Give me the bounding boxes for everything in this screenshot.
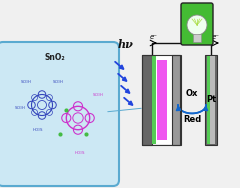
Text: SO$_3$H: SO$_3$H	[92, 91, 104, 99]
FancyBboxPatch shape	[0, 42, 119, 186]
Text: Ox: Ox	[186, 89, 198, 98]
Bar	[142, 55, 152, 145]
Text: e⁻: e⁻	[150, 34, 158, 40]
Text: e⁻: e⁻	[212, 34, 220, 40]
FancyBboxPatch shape	[181, 3, 213, 45]
Text: Pt: Pt	[206, 96, 216, 105]
Bar	[152, 56, 156, 144]
Circle shape	[187, 15, 207, 35]
Text: SO$_3$H: SO$_3$H	[52, 78, 64, 86]
Bar	[193, 34, 201, 42]
Bar	[157, 60, 167, 140]
Bar	[156, 56, 172, 144]
Bar	[172, 55, 180, 145]
Text: HO$_3$S: HO$_3$S	[74, 149, 86, 157]
Text: SO$_3$H: SO$_3$H	[14, 104, 26, 112]
Text: Red: Red	[183, 114, 201, 124]
Bar	[207, 56, 210, 144]
Text: SnO₂: SnO₂	[45, 54, 65, 62]
Bar	[142, 55, 181, 145]
Text: SO$_3$H: SO$_3$H	[20, 78, 32, 86]
Text: hν: hν	[118, 39, 134, 50]
Bar	[205, 55, 217, 145]
Text: HO$_3$S: HO$_3$S	[32, 126, 44, 134]
Bar	[210, 56, 215, 144]
